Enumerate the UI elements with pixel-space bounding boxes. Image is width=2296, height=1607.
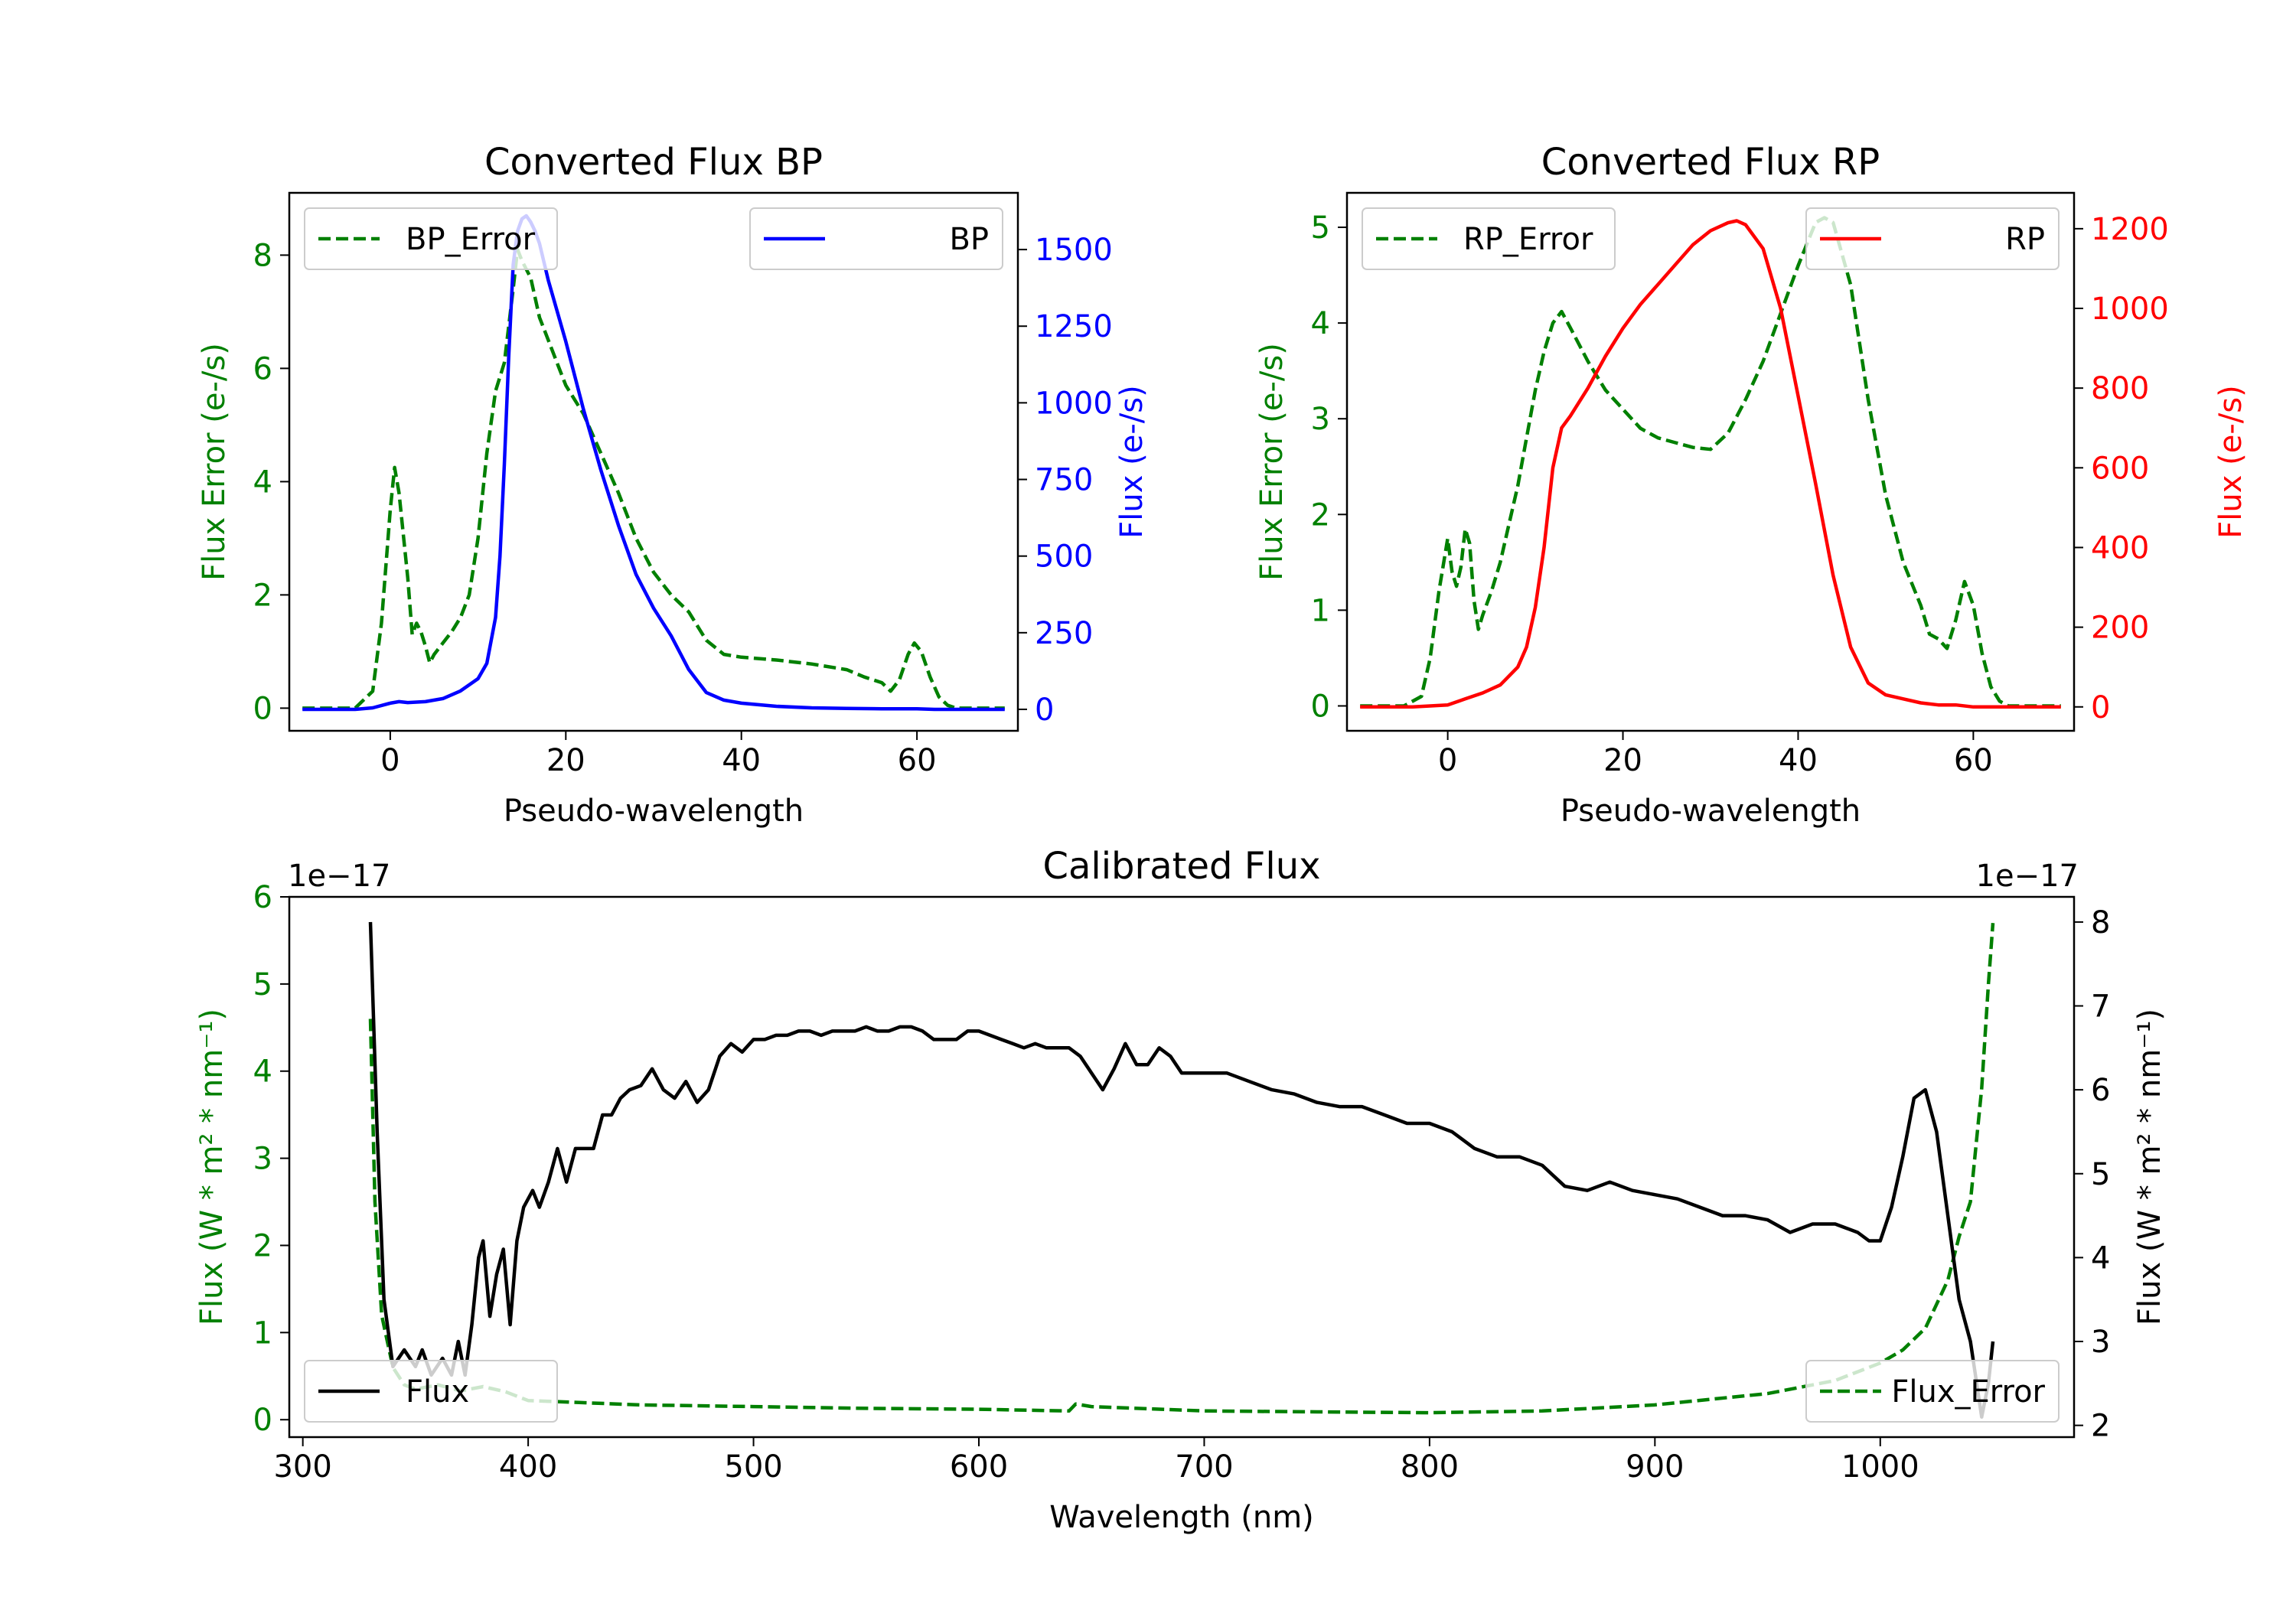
- calibrated-ytick-right-label: 3: [2091, 1325, 2110, 1360]
- rp-legend-right: RP: [1805, 207, 2060, 270]
- bp-chart: 0 20 40 60 0 2 4 6 8 0 250 500 750 1000 1250 1500 Conver…: [197, 141, 1150, 829]
- rp-legend-label: RP: [2005, 222, 2045, 257]
- rp-ytick-left-label: 2: [1311, 497, 1330, 533]
- bp-ytick-left-label: 6: [253, 351, 272, 386]
- bp-series-bp-error: [302, 247, 1005, 710]
- rp-xlabel: Pseudo-wavelength: [1561, 794, 1861, 829]
- rp-ytick-right-label: 200: [2091, 611, 2149, 646]
- bp-title: Converted Flux BP: [484, 141, 823, 184]
- calibrated-ytick-left-label: 1: [253, 1315, 272, 1351]
- rp-ytick-right-label: 1200: [2091, 212, 2169, 247]
- bp-ytick-right-label: 1500: [1035, 233, 1113, 268]
- bp-legend-box: [749, 207, 1003, 270]
- calibrated-ytick-right-label: 8: [2091, 905, 2110, 940]
- calibrated-legend-label: Flux: [406, 1374, 469, 1410]
- calibrated-ytick-left-label: 3: [253, 1142, 272, 1177]
- rp-title: Converted Flux RP: [1541, 141, 1880, 184]
- bp-legend-right: BP: [749, 207, 1003, 270]
- bp-ylabel-right: Flux (e-/s): [1114, 385, 1150, 538]
- rp-ytick-left-label: 4: [1311, 306, 1330, 341]
- rp-ylabel-right: Flux (e-/s): [2213, 385, 2249, 538]
- calibrated-chart: 300 400 500 600 700 800 900 1000 0 1 2 3 4 5 6 2 3 4 5 6 7 8 C…: [194, 845, 2167, 1535]
- calibrated-ytick-left-label: 0: [253, 1403, 272, 1438]
- calibrated-offset-left: 1e−17: [288, 859, 390, 894]
- rp-series-group: [1360, 216, 2061, 709]
- bp-ytick-right-label: 0: [1035, 693, 1054, 728]
- bp-ytick-right-label: 250: [1035, 616, 1093, 651]
- bp-legend-box: [304, 207, 558, 270]
- rp-ytick-right-label: 1000: [2091, 292, 2169, 327]
- calibrated-legend-box: [304, 1360, 558, 1423]
- bp-ytick-right-label: 750: [1035, 463, 1093, 498]
- calibrated-ylabel-right: Flux (W * m² * nm⁻¹): [2132, 1009, 2167, 1325]
- bp-ytick-left-label: 0: [253, 691, 272, 726]
- bp-legend-label: BP: [949, 222, 989, 257]
- bp-legend-left: BP_Error: [304, 207, 558, 270]
- bp-ytick-right-label: 1250: [1035, 309, 1113, 344]
- calibrated-xtick-label: 700: [1175, 1449, 1233, 1485]
- calibrated-ytick-right-label: 5: [2091, 1157, 2110, 1192]
- bp-ylabel-left: Flux Error (e-/s): [197, 343, 232, 581]
- rp-ytick-left-label: 3: [1311, 402, 1330, 437]
- calibrated-ytick-left-label: 4: [253, 1054, 272, 1090]
- rp-series-rp-error: [1360, 216, 2061, 708]
- calibrated-ytick-right-label: 7: [2091, 989, 2110, 1025]
- bp-axes-frame: [288, 191, 1019, 732]
- calibrated-ytick-left-label: 5: [253, 967, 272, 1002]
- calibrated-ytick-left-label: 6: [253, 880, 272, 915]
- calibrated-legend-box: [1805, 1360, 2060, 1423]
- rp-ytick-right-label: 400: [2091, 530, 2149, 566]
- bp-xlabel: Pseudo-wavelength: [504, 794, 804, 829]
- rp-ytick-left-label: 1: [1311, 593, 1330, 628]
- bp-ytick-right-label: 1000: [1035, 386, 1113, 421]
- rp-ytick-right-label: 800: [2091, 371, 2149, 406]
- bp-xtick-label: 0: [380, 743, 400, 778]
- bp-ytick-left-label: 2: [253, 578, 272, 613]
- calibrated-legend-left: Flux: [304, 1360, 558, 1423]
- bp-ytick-right-label: 500: [1035, 539, 1093, 575]
- calibrated-title: Calibrated Flux: [1042, 845, 1320, 888]
- rp-xtick-label: 20: [1603, 743, 1642, 778]
- bp-xtick-label: 40: [722, 743, 761, 778]
- calibrated-ytick-right-label: 4: [2091, 1240, 2110, 1276]
- calibrated-xtick-label: 600: [950, 1449, 1008, 1485]
- rp-series-rp: [1360, 219, 2061, 709]
- calibrated-ytick-left-label: 2: [253, 1228, 272, 1263]
- bp-legend-label: BP_Error: [406, 222, 536, 257]
- calibrated-ytick-right-label: 2: [2091, 1409, 2110, 1444]
- calibrated-series-flux: [368, 921, 1995, 1419]
- calibrated-offset-right: 1e−17: [1976, 859, 2079, 894]
- calibrated-xtick-label: 800: [1401, 1449, 1459, 1485]
- rp-legend-label: RP_Error: [1463, 222, 1593, 257]
- rp-ytick-right-label: 0: [2091, 690, 2110, 725]
- calibrated-xtick-label: 1000: [1841, 1449, 1919, 1485]
- rp-legend-box: [1362, 207, 1616, 270]
- calibrated-xtick-label: 400: [499, 1449, 557, 1485]
- rp-xtick-label: 40: [1779, 743, 1818, 778]
- calibrated-xtick-label: 500: [724, 1449, 782, 1485]
- bp-ytick-left-label: 4: [253, 464, 272, 500]
- calibrated-xlabel: Wavelength (nm): [1049, 1500, 1314, 1535]
- calibrated-xtick-label: 300: [273, 1449, 331, 1485]
- bp-ytick-left-label: 8: [253, 238, 272, 273]
- bp-xtick-label: 20: [546, 743, 585, 778]
- rp-legend-box: [1805, 207, 2060, 270]
- calibrated-ytick-right-label: 6: [2091, 1073, 2110, 1108]
- rp-ylabel-left: Flux Error (e-/s): [1254, 343, 1290, 581]
- rp-ytick-left-label: 0: [1311, 689, 1330, 724]
- calibrated-legend-label: Flux_Error: [1891, 1374, 2045, 1410]
- calibrated-ylabel-left: Flux (W * m² * nm⁻¹): [194, 1009, 230, 1325]
- calibrated-xtick-label: 900: [1626, 1449, 1684, 1485]
- rp-ytick-right-label: 600: [2091, 451, 2149, 486]
- calibrated-axes-frame: [288, 895, 2076, 1439]
- rp-legend-left: RP_Error: [1362, 207, 1616, 270]
- rp-chart: 0 20 40 60012345020040060080010001200Conver…: [1254, 141, 2249, 829]
- rp-ytick-left-label: 5: [1311, 210, 1330, 246]
- rp-xtick-label: 60: [1954, 743, 1993, 778]
- bp-xtick-label: 60: [898, 743, 937, 778]
- rp-axes-frame: [1345, 191, 2076, 732]
- rp-xtick-label: 0: [1438, 743, 1457, 778]
- calibrated-legend-right: Flux_Error: [1805, 1360, 2060, 1423]
